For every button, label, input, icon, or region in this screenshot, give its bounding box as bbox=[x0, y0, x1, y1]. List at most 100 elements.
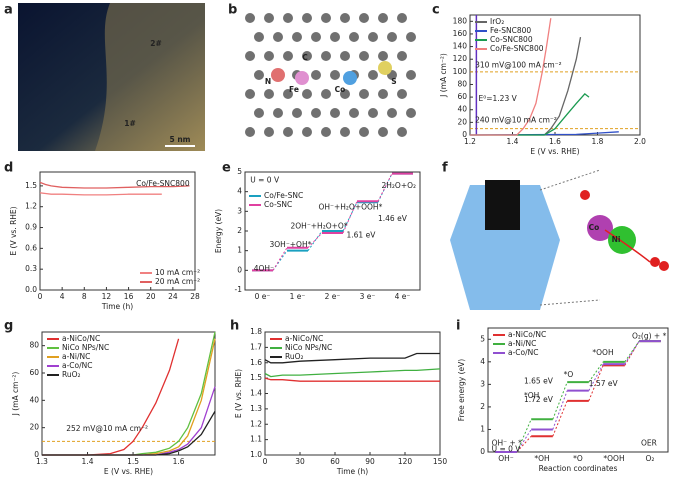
y-tick-label: 2 bbox=[237, 226, 242, 235]
y-tick-label: 140 bbox=[453, 42, 468, 51]
image-label: Fe bbox=[289, 85, 299, 94]
carbon-atom bbox=[397, 127, 407, 137]
y-tick-label: 60 bbox=[457, 92, 467, 101]
carbon-atom bbox=[378, 89, 388, 99]
annotation: 252 mV@10 mA cm⁻² bbox=[66, 424, 148, 433]
annotation: U = 0 V bbox=[492, 445, 522, 454]
legend-label: Co/Fe-SNC bbox=[264, 191, 303, 200]
annotation: 310 mV@100 mA cm⁻² bbox=[475, 60, 562, 69]
legend-label: 10 mA cm⁻² bbox=[155, 268, 200, 277]
series-line bbox=[42, 410, 216, 456]
annotation: 2H₂O+O₂ bbox=[382, 181, 417, 190]
annotation: 240 mV@10 mA cm⁻² bbox=[475, 116, 557, 125]
level-connector bbox=[272, 247, 288, 271]
level-connector bbox=[624, 340, 640, 365]
x-tick-label: 1.8 bbox=[592, 137, 604, 146]
y-tick-label: 100 bbox=[453, 67, 468, 76]
image-label: 2# bbox=[150, 39, 162, 48]
x-tick-label: 28 bbox=[190, 292, 200, 301]
annotation: *OH bbox=[524, 391, 539, 400]
y-tick-label: 1.2 bbox=[250, 419, 262, 428]
y-tick-label: -1 bbox=[235, 285, 243, 294]
carbon-atom bbox=[311, 108, 321, 118]
x-tick-label: 16 bbox=[124, 292, 134, 301]
level-connector bbox=[588, 361, 604, 383]
carbon-atom bbox=[330, 108, 340, 118]
y-tick-label: 20 bbox=[457, 117, 467, 126]
x-axis-label: Time (h) bbox=[101, 302, 133, 311]
annotation: 3OH⁻+OH* bbox=[270, 240, 312, 249]
annotation: O₂(g) + * bbox=[632, 332, 667, 341]
legend-label: Co-SNC800 bbox=[490, 35, 533, 44]
y-tick-label: 1.8 bbox=[250, 327, 262, 336]
x-tick-label: 20 bbox=[146, 292, 156, 301]
level-connector bbox=[342, 201, 358, 234]
annotation: *OOH bbox=[592, 348, 613, 357]
carbon-atom bbox=[283, 51, 293, 61]
plot-frame bbox=[39, 171, 196, 291]
y-tick-label: 180 bbox=[453, 16, 468, 25]
x-tick-label: 150 bbox=[433, 457, 448, 466]
legend-label: NiCo NPs/NC bbox=[285, 343, 332, 352]
legend-label: Fe-SNC800 bbox=[490, 26, 531, 35]
x-tick-label: O₂ bbox=[646, 454, 655, 463]
image-label: S bbox=[391, 77, 396, 86]
carbon-atom bbox=[302, 51, 312, 61]
image-label: 5 nm bbox=[170, 135, 191, 144]
y-axis-label: E (V vs. RHE) bbox=[9, 206, 18, 255]
y-axis-label: E (V vs. RHE) bbox=[234, 369, 243, 418]
level-connector bbox=[624, 340, 640, 363]
series-line bbox=[264, 368, 441, 378]
series-line bbox=[39, 181, 190, 189]
annotation: 1.72 eV bbox=[524, 395, 554, 404]
dopant-atom bbox=[378, 61, 392, 75]
y-tick-label: 1 bbox=[480, 424, 485, 433]
carbon-atom bbox=[378, 51, 388, 61]
co-atom bbox=[587, 215, 613, 241]
x-tick-label: 1 e⁻ bbox=[290, 292, 306, 301]
carbon-atom bbox=[264, 89, 274, 99]
legend-label: 20 mA cm⁻² bbox=[155, 277, 200, 286]
carbon-atom bbox=[264, 51, 274, 61]
carbon-atom bbox=[283, 89, 293, 99]
annotation: 4OH⁻ bbox=[254, 264, 274, 273]
crystal-model bbox=[450, 185, 560, 310]
carbon-atom bbox=[340, 89, 350, 99]
carbon-atom bbox=[311, 70, 321, 80]
dopant-atom bbox=[343, 71, 357, 85]
level-connector bbox=[552, 390, 568, 430]
legend-label: a-Co/NC bbox=[508, 348, 539, 357]
carbon-atom bbox=[368, 70, 378, 80]
y-tick-label: 1.3 bbox=[250, 404, 262, 413]
y-tick-label: 1.7 bbox=[250, 342, 262, 351]
level-connector bbox=[377, 173, 393, 202]
carbon-atom bbox=[254, 32, 264, 42]
y-tick-label: 20 bbox=[29, 423, 39, 432]
x-tick-label: 1.6 bbox=[549, 137, 561, 146]
annotation: OER bbox=[641, 438, 657, 447]
y-tick-label: 1.5 bbox=[25, 181, 37, 190]
x-tick-label: 1.3 bbox=[36, 457, 48, 466]
oxygen-atom bbox=[659, 261, 669, 271]
legend-label: a-NiCo/NC bbox=[285, 334, 323, 343]
x-tick-label: 120 bbox=[398, 457, 413, 466]
image-label: 1# bbox=[124, 119, 136, 128]
legend-label: IrO₂ bbox=[490, 17, 504, 26]
y-tick-label: 80 bbox=[457, 79, 467, 88]
carbon-atom bbox=[321, 127, 331, 137]
carbon-atom bbox=[330, 70, 340, 80]
carbon-atom bbox=[273, 108, 283, 118]
x-tick-label: OH⁻ bbox=[498, 454, 514, 463]
carbon-atom bbox=[349, 32, 359, 42]
y-tick-label: 0 bbox=[462, 130, 467, 139]
x-tick-label: *O bbox=[573, 454, 583, 463]
x-tick-label: 24 bbox=[168, 292, 178, 301]
dopant-atom bbox=[295, 71, 309, 85]
carbon-atom bbox=[302, 13, 312, 23]
x-tick-label: 4 e⁻ bbox=[395, 292, 411, 301]
y-axis-label: J (mA cm⁻²) bbox=[11, 372, 20, 417]
reaction-arrow bbox=[604, 229, 651, 263]
carbon-atom bbox=[340, 51, 350, 61]
annotation: 1.65 eV bbox=[524, 376, 554, 385]
